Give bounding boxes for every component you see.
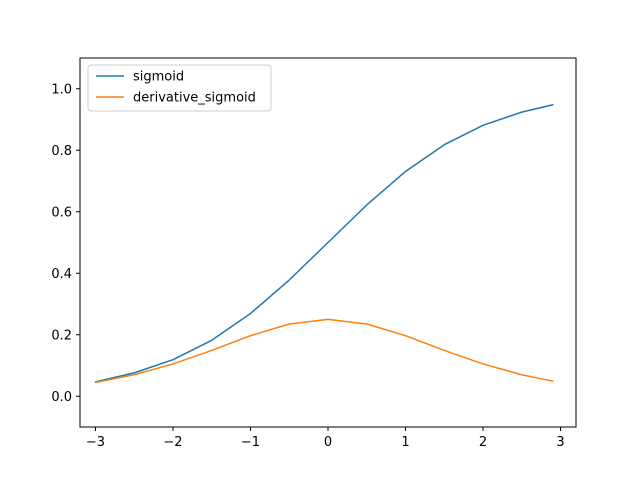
- x-tick-label: 1: [401, 435, 409, 450]
- y-tick-label: 0.8: [51, 144, 72, 159]
- x-tick-label: 2: [479, 435, 487, 450]
- x-tick-label: 0: [324, 435, 332, 450]
- x-axis: −3 −2 −1 0 1 2 3: [86, 427, 565, 450]
- series-line-sigmoid: [94, 103, 554, 383]
- y-tick-label: 0.6: [51, 205, 72, 220]
- legend-label-sigmoid: sigmoid: [133, 70, 184, 85]
- x-tick-label: −3: [86, 435, 105, 450]
- y-tick-label: 0.2: [51, 328, 72, 343]
- series-line-derivative_sigmoid: [94, 318, 554, 384]
- legend-label-derivative_sigmoid: derivative_sigmoid: [133, 91, 256, 106]
- x-tick-label: 3: [556, 435, 564, 450]
- y-tick-label: 0.4: [51, 267, 72, 282]
- y-axis: 0.0 0.2 0.4 0.6 0.8 1.0: [51, 82, 80, 405]
- y-tick-label: 1.0: [51, 82, 72, 97]
- legend-box: [87, 64, 272, 112]
- legend: sigmoid derivative_sigmoid: [87, 64, 272, 112]
- x-tick-label: −2: [163, 435, 182, 450]
- series-layer: [94, 103, 554, 384]
- y-tick-label: 0.0: [51, 390, 72, 405]
- x-tick-label: −1: [241, 435, 260, 450]
